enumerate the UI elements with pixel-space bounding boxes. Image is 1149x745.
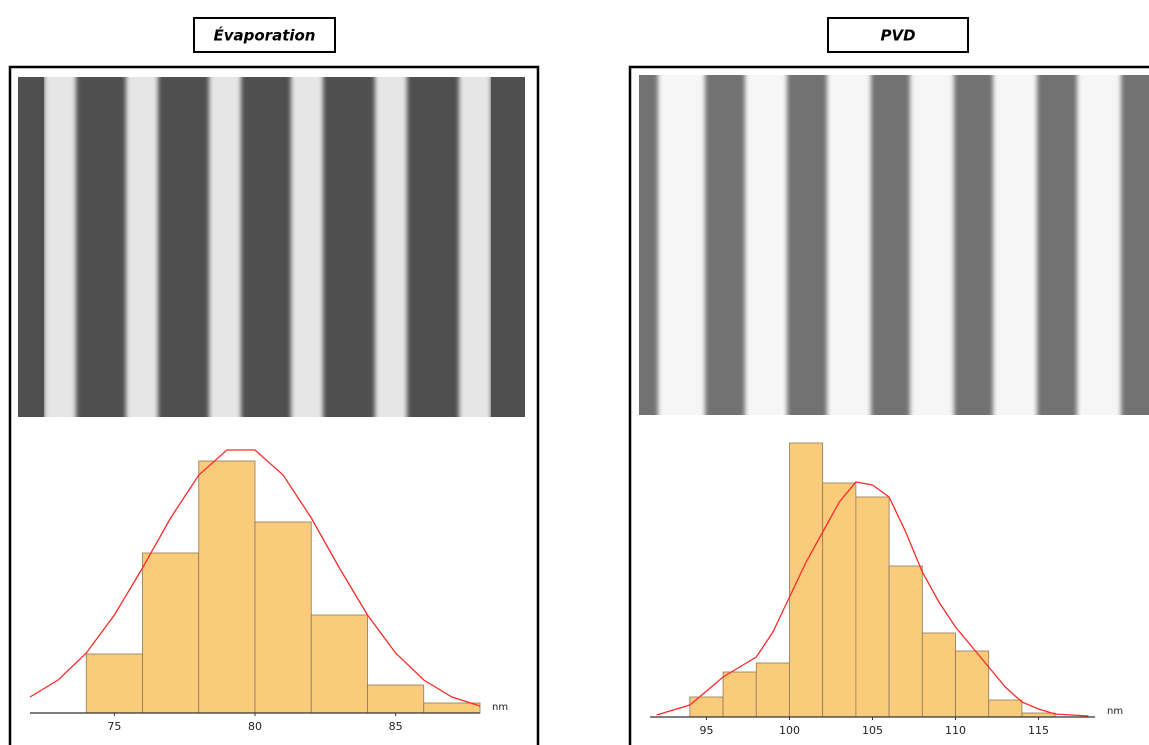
bar <box>198 460 256 714</box>
bar <box>755 662 790 718</box>
sem-image <box>639 75 1149 415</box>
panel-title: PVD <box>880 27 915 45</box>
x-axis-label: nm <box>492 702 508 713</box>
panel-frame <box>628 65 1149 745</box>
bar <box>85 653 143 714</box>
x-tick-label: 95 <box>699 724 713 737</box>
x-tick-label: 100 <box>779 724 800 737</box>
x-tick-label: 75 <box>107 720 121 733</box>
x-axis-label: nm <box>1107 706 1123 717</box>
bar <box>888 565 923 718</box>
x-tick-label: 85 <box>389 720 403 733</box>
x-tick-label: 115 <box>1028 724 1049 737</box>
x-tick-label: 110 <box>945 724 966 737</box>
bar <box>310 614 368 714</box>
bar <box>423 702 481 714</box>
bar <box>921 632 956 718</box>
panel-title: Évaporation <box>213 26 315 45</box>
bar <box>722 671 757 718</box>
title-box <box>827 17 969 53</box>
panel-frame <box>8 65 540 745</box>
bar <box>254 521 312 714</box>
bar <box>367 684 425 714</box>
density-curve <box>656 481 1089 717</box>
title-box <box>193 17 336 53</box>
bar <box>988 699 1023 718</box>
bar <box>855 496 890 718</box>
density-curve <box>29 449 481 707</box>
bar <box>789 442 824 718</box>
bar <box>822 482 857 718</box>
x-tick-label: 80 <box>248 720 262 733</box>
x-tick-label: 105 <box>862 724 883 737</box>
bar <box>955 650 990 718</box>
sem-image <box>18 77 525 417</box>
bar <box>142 552 200 714</box>
